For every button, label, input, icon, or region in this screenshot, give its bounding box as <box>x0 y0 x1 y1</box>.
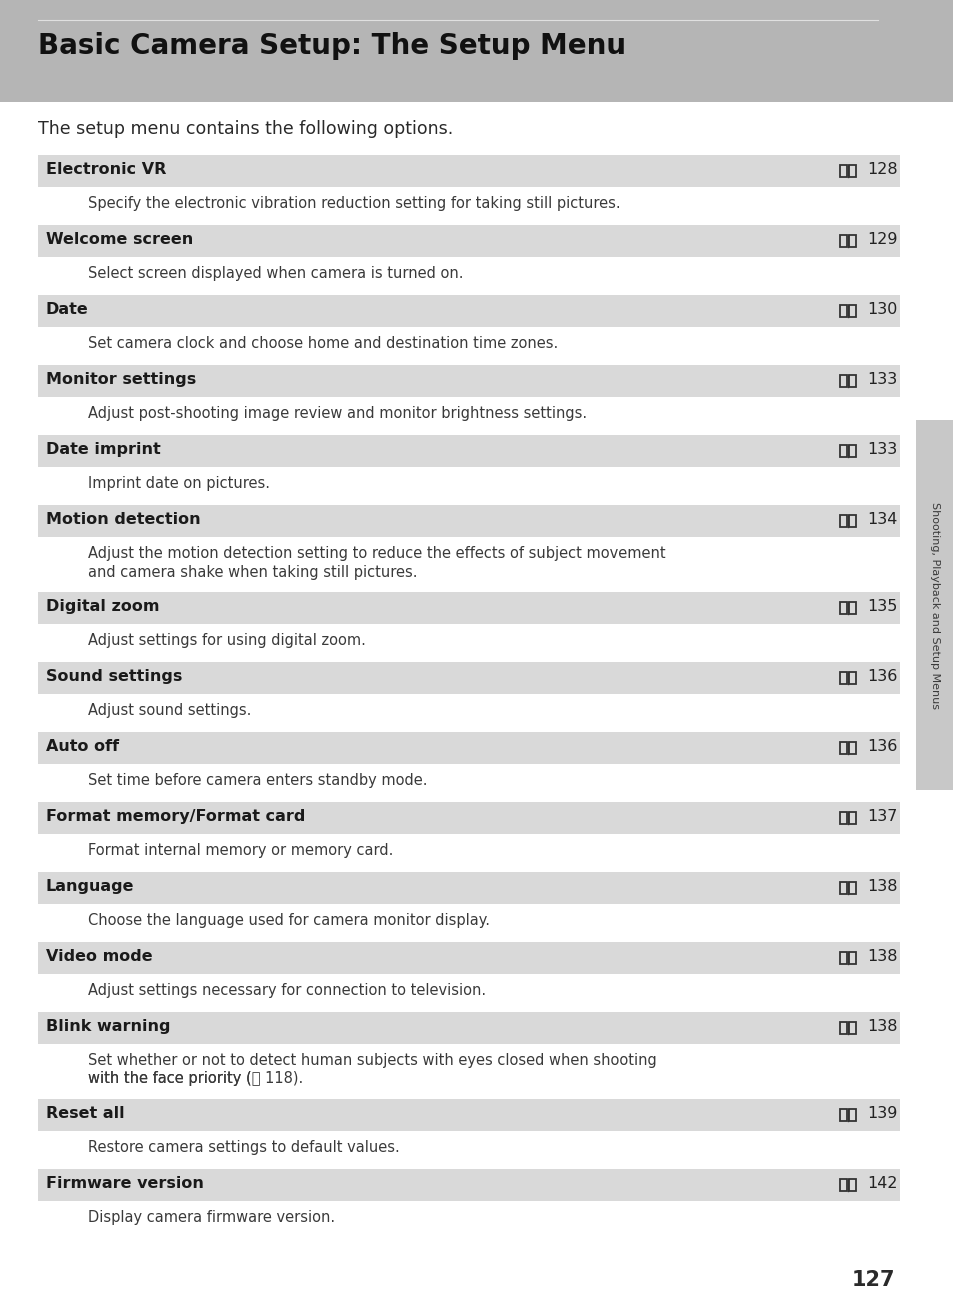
Bar <box>915 420 953 790</box>
Text: 138: 138 <box>866 879 897 894</box>
Text: Adjust post-shooting image review and monitor brightness settings.: Adjust post-shooting image review and mo… <box>88 406 586 420</box>
Text: Adjust sound settings.: Adjust sound settings. <box>88 703 251 717</box>
Bar <box>38 942 899 974</box>
Text: Motion detection: Motion detection <box>46 512 200 527</box>
Bar <box>0 0 953 102</box>
Text: Adjust the motion detection setting to reduce the effects of subject movement: Adjust the motion detection setting to r… <box>88 547 665 561</box>
Text: Choose the language used for camera monitor display.: Choose the language used for camera moni… <box>88 913 490 928</box>
Text: Select screen displayed when camera is turned on.: Select screen displayed when camera is t… <box>88 265 463 281</box>
Bar <box>38 662 899 694</box>
Text: 137: 137 <box>866 809 897 824</box>
Text: Sound settings: Sound settings <box>46 669 182 685</box>
Text: Basic Camera Setup: The Setup Menu: Basic Camera Setup: The Setup Menu <box>38 32 625 60</box>
Bar <box>38 225 899 258</box>
Text: Adjust settings for using digital zoom.: Adjust settings for using digital zoom. <box>88 633 366 648</box>
Text: 127: 127 <box>851 1271 894 1290</box>
Text: 142: 142 <box>866 1176 897 1190</box>
Bar <box>38 155 899 187</box>
Text: Adjust settings necessary for connection to television.: Adjust settings necessary for connection… <box>88 983 486 999</box>
Text: Restore camera settings to default values.: Restore camera settings to default value… <box>88 1141 399 1155</box>
Text: 133: 133 <box>866 372 897 388</box>
Text: Display camera firmware version.: Display camera firmware version. <box>88 1210 335 1225</box>
Text: Blink warning: Blink warning <box>46 1018 171 1034</box>
Text: Shooting, Playback and Setup Menus: Shooting, Playback and Setup Menus <box>929 502 939 708</box>
Text: Monitor settings: Monitor settings <box>46 372 196 388</box>
Text: with the face priority (📖 118).: with the face priority (📖 118). <box>88 1071 303 1087</box>
Text: Language: Language <box>46 879 134 894</box>
Text: Imprint date on pictures.: Imprint date on pictures. <box>88 476 270 491</box>
Text: Set whether or not to detect human subjects with eyes closed when shooting: Set whether or not to detect human subje… <box>88 1053 656 1068</box>
Bar <box>38 1099 899 1131</box>
Text: Firmware version: Firmware version <box>46 1176 204 1190</box>
Bar <box>38 1012 899 1045</box>
Text: 130: 130 <box>866 302 897 317</box>
Text: Set time before camera enters standby mode.: Set time before camera enters standby mo… <box>88 773 427 788</box>
Bar <box>38 435 899 466</box>
Text: Date: Date <box>46 302 89 317</box>
Bar <box>38 365 899 397</box>
Text: 129: 129 <box>866 233 897 247</box>
Text: Date imprint: Date imprint <box>46 442 161 457</box>
Text: Format memory/Format card: Format memory/Format card <box>46 809 305 824</box>
Text: with the face priority (: with the face priority ( <box>88 1071 252 1087</box>
Bar <box>38 872 899 904</box>
Text: 135: 135 <box>866 599 897 614</box>
Text: Set camera clock and choose home and destination time zones.: Set camera clock and choose home and des… <box>88 336 558 351</box>
Bar <box>38 505 899 537</box>
Bar <box>38 802 899 834</box>
Text: The setup menu contains the following options.: The setup menu contains the following op… <box>38 120 453 138</box>
Text: 138: 138 <box>866 949 897 964</box>
Text: Reset all: Reset all <box>46 1106 125 1121</box>
Text: 133: 133 <box>866 442 897 457</box>
Text: Auto off: Auto off <box>46 738 119 754</box>
Bar <box>38 732 899 763</box>
Text: Electronic VR: Electronic VR <box>46 162 166 177</box>
Text: 138: 138 <box>866 1018 897 1034</box>
Text: 136: 136 <box>866 669 897 685</box>
Text: 139: 139 <box>866 1106 897 1121</box>
Bar <box>38 1169 899 1201</box>
Text: Digital zoom: Digital zoom <box>46 599 159 614</box>
Text: 134: 134 <box>866 512 897 527</box>
Bar <box>38 296 899 327</box>
Text: Welcome screen: Welcome screen <box>46 233 193 247</box>
Text: and camera shake when taking still pictures.: and camera shake when taking still pictu… <box>88 565 417 579</box>
Text: 128: 128 <box>866 162 897 177</box>
Text: Video mode: Video mode <box>46 949 152 964</box>
Text: 136: 136 <box>866 738 897 754</box>
Bar <box>38 593 899 624</box>
Text: Format internal memory or memory card.: Format internal memory or memory card. <box>88 844 393 858</box>
Text: Specify the electronic vibration reduction setting for taking still pictures.: Specify the electronic vibration reducti… <box>88 196 620 212</box>
